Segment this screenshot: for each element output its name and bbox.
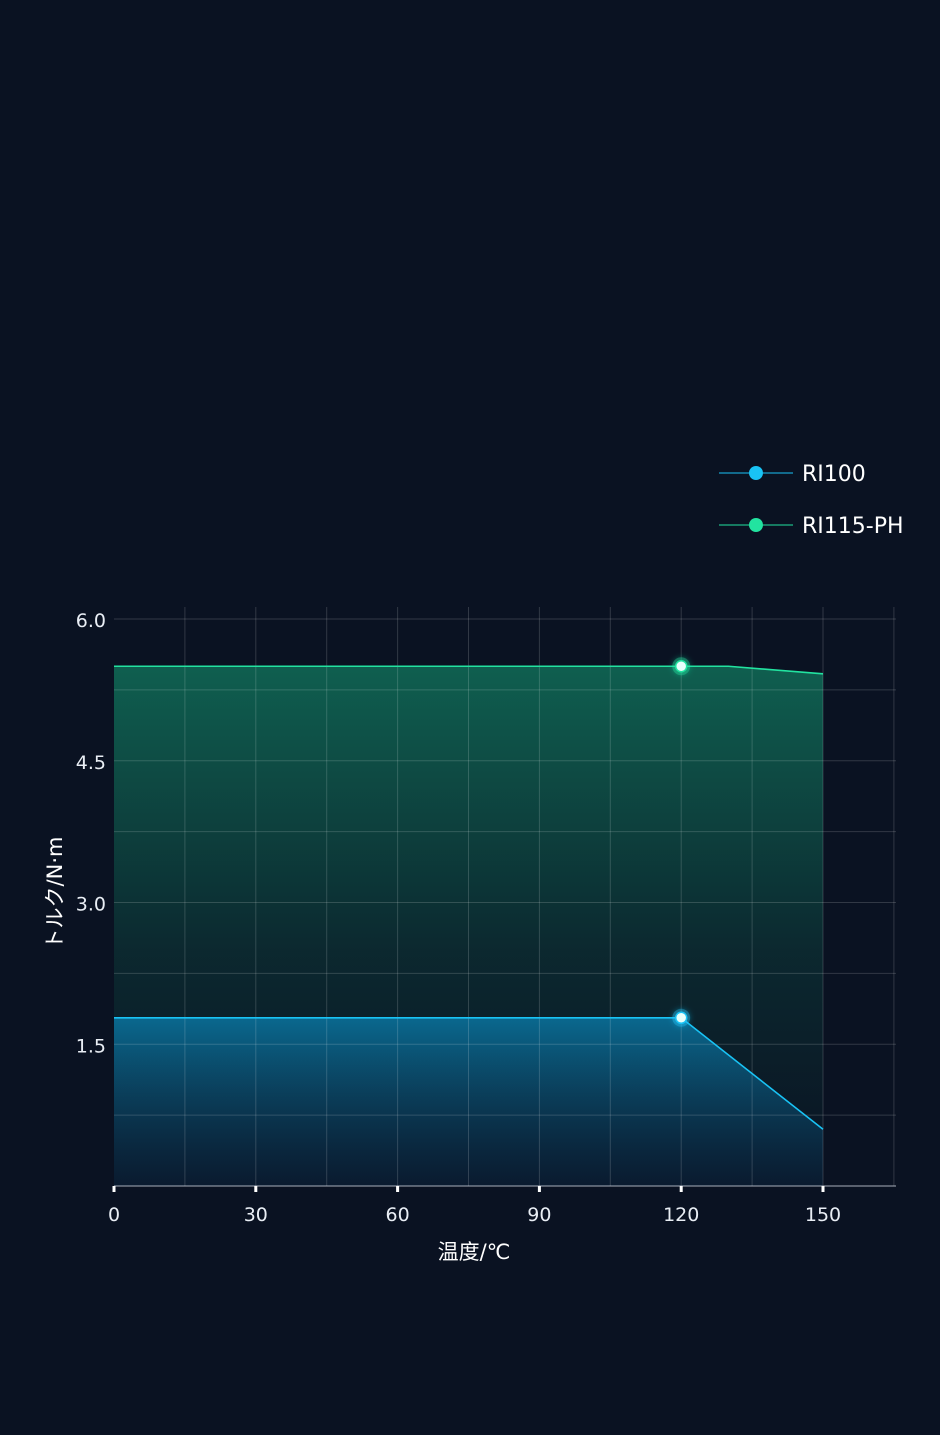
y-tick-label: 4.5	[76, 752, 106, 774]
y-tick-label: 1.5	[76, 1035, 106, 1057]
x-tick-label: 60	[386, 1204, 410, 1226]
x-tick-mark	[254, 1186, 258, 1192]
x-tick-label: 30	[244, 1204, 268, 1226]
x-tick-mark	[821, 1186, 825, 1192]
legend-label-ri100: RI100	[802, 462, 866, 487]
x-tick-mark	[112, 1186, 116, 1192]
grid	[114, 607, 896, 1186]
y-tick-label: 6.0	[76, 610, 106, 632]
y-axis-title: トルク/N·m	[43, 837, 67, 950]
x-tick-mark	[396, 1186, 400, 1192]
x-axis-title: 温度/℃	[438, 1240, 511, 1264]
legend-label-ri115-ph: RI115-PH	[802, 514, 904, 539]
x-tick-label: 90	[527, 1204, 551, 1226]
axes: 0 30 60 90 120 150 1.5 3.0 4.5 6.0	[76, 610, 896, 1226]
legend-item-ri100[interactable]: RI100	[719, 462, 866, 487]
x-tick-label: 150	[805, 1204, 841, 1226]
x-tick-mark	[537, 1186, 541, 1192]
marker-ri100	[674, 1011, 688, 1025]
area-fills	[114, 666, 823, 1186]
marker-ri115-ph	[674, 660, 688, 673]
legend-item-ri115-ph[interactable]: RI115-PH	[719, 514, 904, 539]
area-ri100	[114, 1017, 823, 1186]
y-tick-label: 3.0	[76, 894, 106, 916]
legend: RI100 RI115-PH	[719, 462, 904, 539]
x-tick-label: 120	[663, 1204, 699, 1226]
legend-dot-ri100	[749, 466, 763, 480]
x-tick-mark	[679, 1186, 683, 1192]
x-tick-label: 0	[108, 1204, 120, 1226]
line-ri115-ph	[114, 665, 824, 675]
series-markers	[672, 657, 691, 1027]
legend-dot-ri115-ph	[749, 518, 763, 532]
